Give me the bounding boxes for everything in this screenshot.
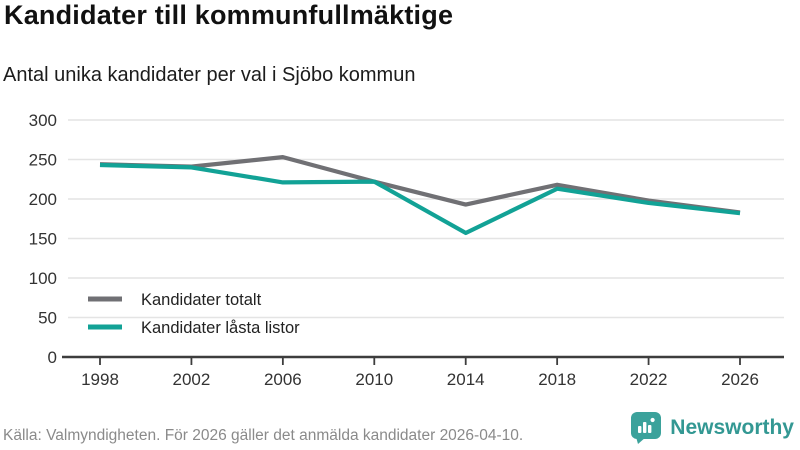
x-axis-tick-label: 2014 <box>447 370 485 389</box>
legend-label: Kandidater låsta listor <box>141 319 300 337</box>
y-axis-tick-label: 0 <box>48 348 57 367</box>
y-axis-tick-label: 50 <box>38 309 57 328</box>
x-axis-tick-label: 2022 <box>630 370 668 389</box>
x-axis-tick-label: 2018 <box>538 370 576 389</box>
chart-title: Kandidater till kommunfullmäktige <box>4 0 454 30</box>
y-axis-tick-label: 200 <box>29 190 57 209</box>
x-axis-tick-label: 2026 <box>721 370 759 389</box>
y-axis-tick-label: 300 <box>29 111 57 130</box>
y-axis-tick-label: 100 <box>29 269 57 288</box>
newsworthy-bubble-chart-icon <box>631 412 662 444</box>
legend-label: Kandidater totalt <box>141 291 262 309</box>
x-axis-tick-label: 1998 <box>81 370 119 389</box>
line-chart: 0 50 100 150 200 250 300 1998 2002 2006 2010 2014 20… <box>29 111 784 389</box>
x-axis-tick-label: 2002 <box>173 370 211 389</box>
source-note: Källa: Valmyndigheten. För 2026 gäller d… <box>3 427 524 444</box>
chart-subtitle: Antal unika kandidater per val i Sjöbo k… <box>3 64 416 86</box>
newsworthy-logo: Newsworthy <box>630 411 794 445</box>
brand-name: Newsworthy <box>670 416 794 439</box>
y-axis-tick-label: 250 <box>29 151 57 170</box>
series-line-1 <box>99 162 741 236</box>
y-axis-tick-label: 150 <box>29 230 57 249</box>
x-axis-tick-label: 2010 <box>355 370 393 389</box>
series-line-0 <box>99 155 741 215</box>
x-axis-tick-label: 2006 <box>264 370 302 389</box>
